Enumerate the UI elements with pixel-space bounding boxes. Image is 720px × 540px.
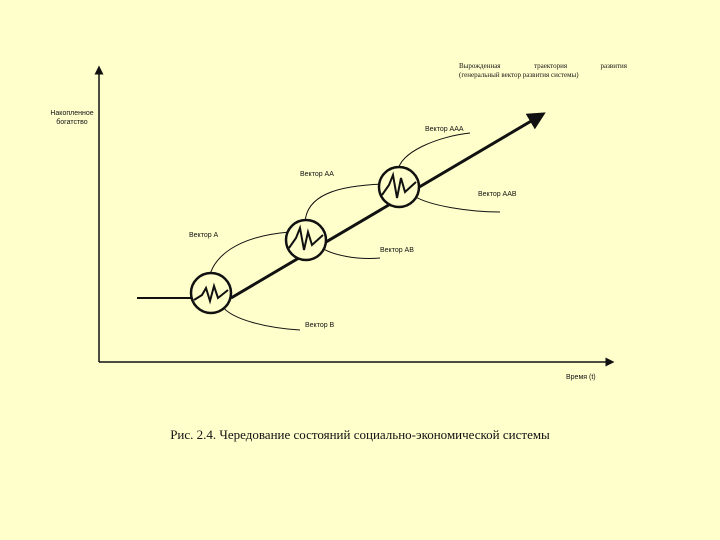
label-vector-a: Вектор А: [189, 232, 219, 239]
label-vector-aaa: Вектор ААА: [425, 126, 464, 133]
branch-curve-aaa: [397, 132, 471, 173]
branch-curve-aab: [413, 195, 501, 213]
y-axis-label: Накопленное богатство: [50, 110, 94, 126]
trajectory-title: Вырожденная траектория развития (генерал…: [459, 62, 627, 80]
figure-caption: Рис. 2.4. Чередование состояний социальн…: [170, 427, 550, 442]
branch-curve-b: [221, 305, 301, 331]
label-vector-aa: Вектор АА: [300, 171, 334, 178]
label-vector-aab: Вектор ААВ: [478, 191, 517, 198]
general-vector-line: [230, 112, 546, 300]
label-vector-b: Вектор В: [305, 322, 335, 329]
trajectory-title-line2: (генеральный вектор развития системы): [459, 71, 579, 79]
trajectory-title-line1: Вырожденная траектория развития: [459, 62, 627, 70]
label-vector-ab: Вектор АВ: [380, 247, 414, 254]
branch-curve-aa: [304, 183, 389, 224]
state-node-1: [189, 271, 233, 315]
x-axis-label: Время (t): [566, 374, 596, 381]
state-node-3: [377, 165, 421, 209]
state-node-2: [284, 218, 328, 262]
branch-curve-ab: [317, 244, 381, 259]
